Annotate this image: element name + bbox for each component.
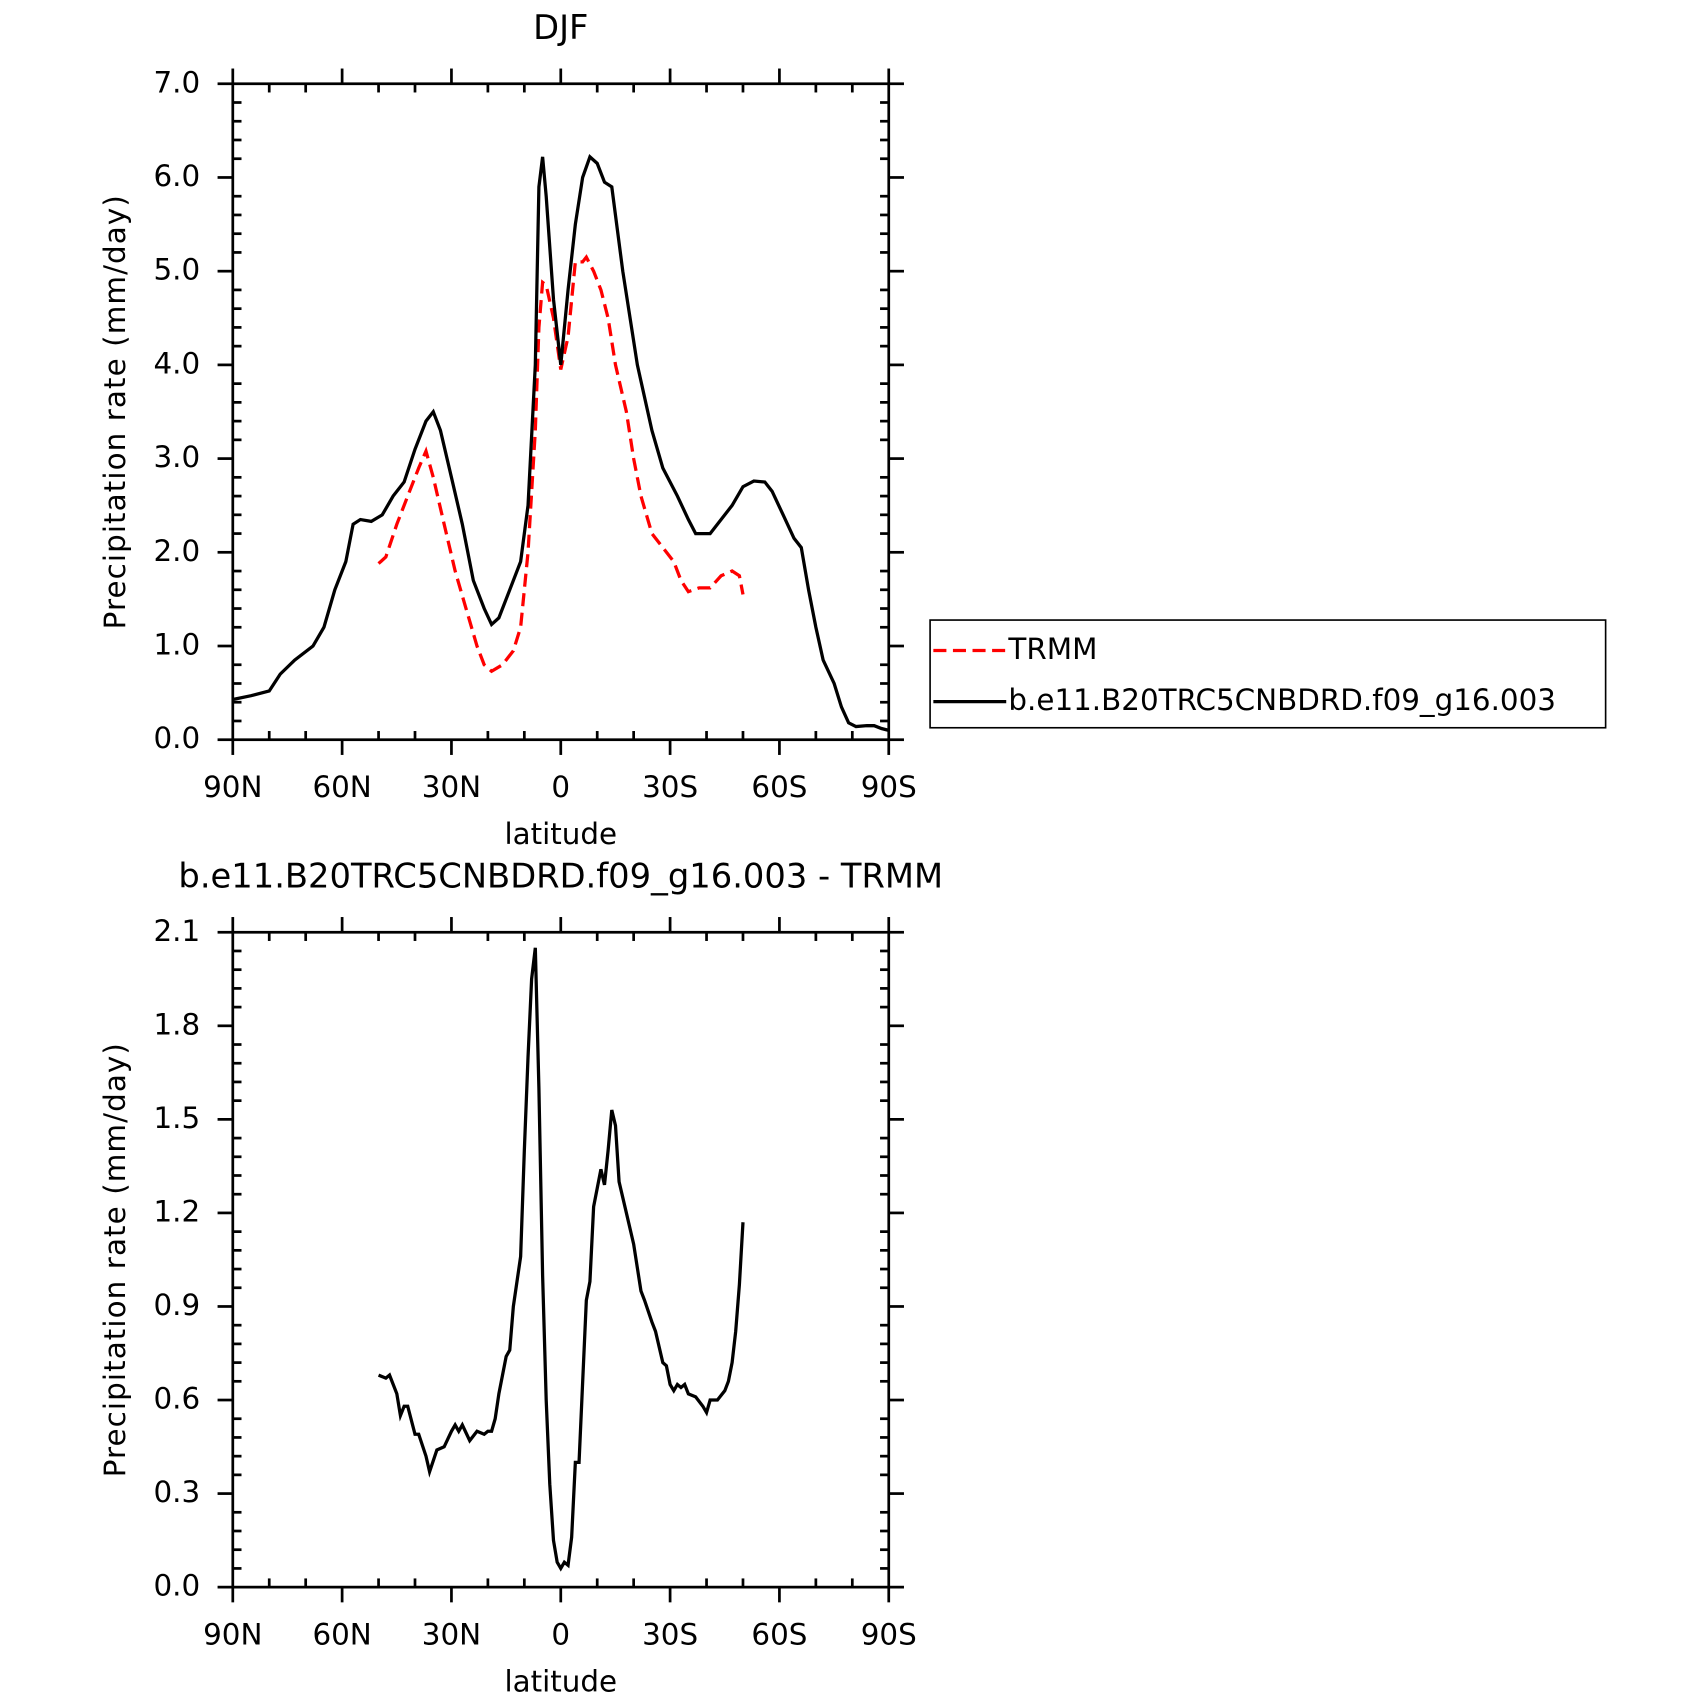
y-tick-label: 1.8	[153, 1007, 200, 1041]
x-axis-label: latitude	[504, 1664, 617, 1697]
y-tick-label: 5.0	[153, 253, 200, 287]
y-tick-label: 3.0	[153, 440, 200, 474]
x-tick-label: 30N	[422, 1618, 481, 1652]
y-tick-label: 0.9	[153, 1288, 200, 1322]
chart-title: b.e11.B20TRC5CNBDRD.f09_g16.003 - TRMM	[178, 856, 943, 895]
y-tick-label: 1.2	[153, 1194, 200, 1228]
x-tick-label: 90S	[861, 770, 917, 804]
y-tick-label: 1.5	[153, 1101, 200, 1135]
x-tick-label: 60N	[312, 770, 371, 804]
plot-frame	[231, 82, 891, 742]
data-line	[232, 154, 890, 732]
x-tick-label: 60N	[312, 1618, 371, 1652]
legend-label: TRMM	[1007, 632, 1097, 666]
x-tick-label: 30S	[642, 770, 698, 804]
y-tick-label: 2.0	[153, 534, 200, 568]
legend-box	[929, 619, 1607, 729]
x-tick-label: 0	[551, 770, 570, 804]
x-tick-label: 0	[551, 1618, 570, 1652]
x-tick-label: 90N	[203, 770, 262, 804]
x-tick-label: 30S	[642, 1618, 698, 1652]
chart-title: DJF	[533, 8, 588, 47]
x-axis-label: latitude	[504, 817, 617, 851]
data-line	[377, 254, 745, 674]
x-tick-label: 30N	[422, 770, 481, 804]
y-axis-label: Precipitation rate (mm/day)	[98, 194, 132, 629]
y-tick-label: 0.6	[153, 1382, 200, 1416]
x-tick-label: 60S	[751, 770, 807, 804]
y-axis-label: Precipitation rate (mm/day)	[98, 1042, 132, 1477]
plot-frame	[231, 930, 891, 1589]
y-tick-label: 6.0	[153, 159, 200, 193]
x-tick-label: 60S	[751, 1618, 807, 1652]
y-tick-label: 2.1	[153, 914, 200, 948]
y-tick-label: 1.0	[153, 628, 200, 662]
x-tick-label: 90S	[861, 1618, 917, 1652]
y-tick-label: 4.0	[153, 346, 200, 380]
y-tick-label: 0.3	[153, 1475, 200, 1509]
x-tick-label: 90N	[203, 1618, 262, 1652]
y-tick-label: 7.0	[153, 65, 200, 99]
legend-label: b.e11.B20TRC5CNBDRD.f09_g16.003	[1008, 683, 1556, 717]
data-line	[377, 947, 745, 1572]
y-tick-label: 0.0	[153, 721, 200, 755]
y-tick-label: 0.0	[153, 1569, 200, 1603]
